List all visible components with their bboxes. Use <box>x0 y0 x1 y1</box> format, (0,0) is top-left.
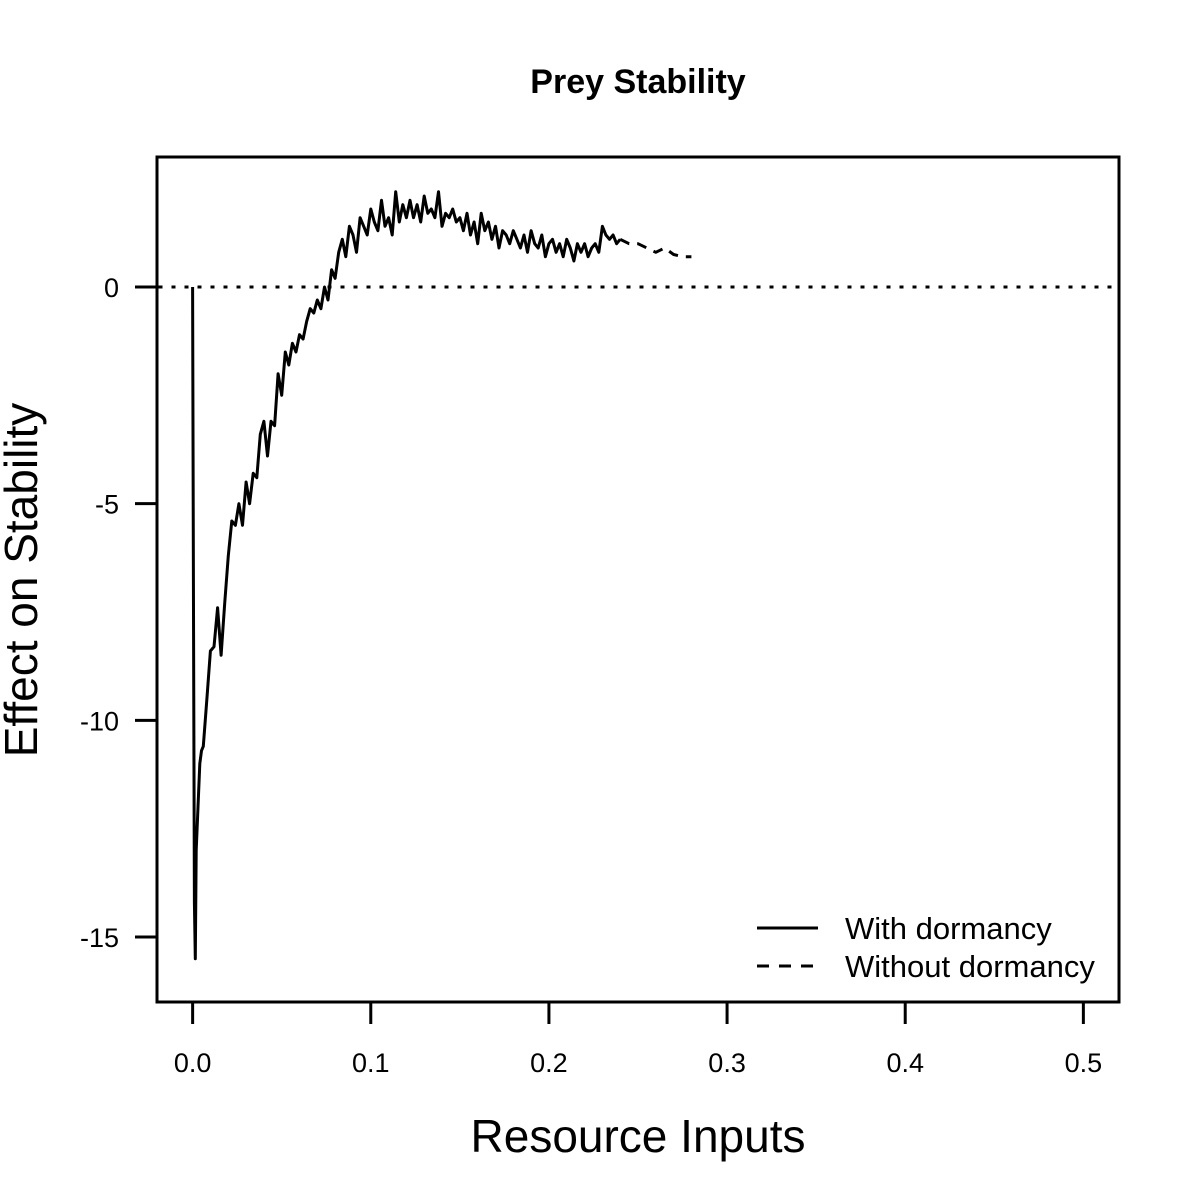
y-axis-label: Effect on Stability <box>0 403 47 758</box>
x-axis: 0.0 0.1 0.2 0.3 0.4 0.5 <box>174 1000 1103 1078</box>
legend-label: Without dormancy <box>845 949 1095 984</box>
x-tick-label: 0.5 <box>1065 1048 1103 1078</box>
series-line-without-dormancy <box>619 237 692 259</box>
y-axis: 0 -5 -10 -15 <box>80 273 159 953</box>
plot-frame <box>155 155 1121 1004</box>
y-tick-label: -15 <box>80 923 119 953</box>
series-layer <box>191 190 692 961</box>
x-tick-label: 0.3 <box>708 1048 746 1078</box>
x-tick-label: 0.0 <box>174 1048 212 1078</box>
legend-label: With dormancy <box>845 911 1052 946</box>
x-tick-label: 0.4 <box>886 1048 924 1078</box>
series-line-with-dormancy <box>191 190 622 961</box>
x-tick-label: 0.2 <box>530 1048 568 1078</box>
y-tick-label: -5 <box>95 490 119 520</box>
y-tick-label: -10 <box>80 706 119 736</box>
y-tick-label: 0 <box>104 273 119 303</box>
chart-title: Prey Stability <box>530 63 746 101</box>
x-tick-label: 0.1 <box>352 1048 390 1078</box>
x-axis-label: Resource Inputs <box>471 1110 806 1162</box>
